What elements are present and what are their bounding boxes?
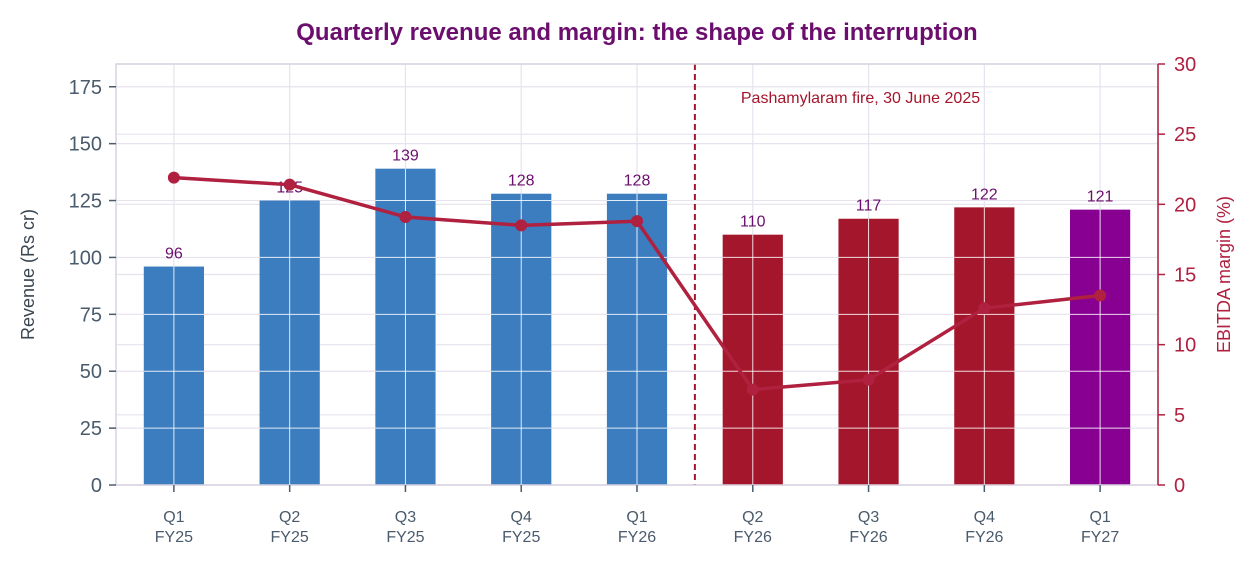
left-tick-label: 100 (69, 247, 102, 269)
x-tick-label-year: FY26 (618, 529, 656, 546)
event-label: Pashamylaram fire, 30 June 2025 (741, 90, 980, 107)
margin-point (399, 210, 412, 223)
ebitda-margin-line (167, 171, 1107, 396)
revenue-bars (143, 168, 1131, 486)
x-tick-label-year: FY25 (271, 529, 309, 546)
left-axis-label: Revenue (Rs cr) (18, 209, 38, 340)
bar-value-label: 96 (165, 246, 183, 263)
right-tick-label: 0 (1174, 475, 1185, 497)
bar-value-label: 110 (740, 214, 766, 231)
x-tick-label-year: FY26 (965, 529, 1003, 546)
x-tick-label-quarter: Q1 (1089, 509, 1110, 526)
bar-value-label: 128 (624, 173, 651, 190)
x-tick-label-quarter: Q2 (742, 509, 763, 526)
x-tick-label-year: FY25 (386, 529, 424, 546)
x-tick-label-quarter: Q3 (395, 509, 416, 526)
margin-point (746, 383, 759, 396)
right-tick-label: 25 (1174, 124, 1196, 146)
x-tick-label-quarter: Q2 (279, 509, 300, 526)
left-axis: 0 25 50 75 100 125 150 175 (69, 77, 116, 497)
x-axis: Q1 FY25 Q2 FY25 Q3 FY25 Q4 FY25 Q1 FY26 Q2 FY26 Q3 FY… (155, 485, 1119, 546)
bar-value-label: 122 (971, 186, 998, 203)
left-tick-label: 75 (80, 304, 102, 326)
bar-value-label: 128 (508, 173, 535, 190)
left-tick-label: 0 (91, 475, 102, 497)
margin-point (167, 171, 180, 184)
x-tick-label-year: FY25 (155, 529, 193, 546)
right-tick-label: 10 (1174, 335, 1196, 357)
x-tick-label-year: FY27 (1081, 529, 1119, 546)
x-tick-label-year: FY25 (502, 529, 540, 546)
left-tick-label: 50 (80, 361, 102, 383)
right-axis: 0 5 10 15 20 25 30 (1157, 54, 1196, 497)
x-tick-label-quarter: Q1 (163, 509, 184, 526)
bar-value-label: 121 (1087, 189, 1114, 206)
bar-value-label: 139 (392, 148, 419, 165)
margin-point (978, 302, 991, 315)
x-tick-label-year: FY26 (849, 529, 887, 546)
event-marker: Pashamylaram fire, 30 June 2025 (693, 64, 980, 485)
margin-point (283, 178, 296, 191)
right-tick-label: 5 (1174, 405, 1185, 427)
left-tick-label: 150 (69, 134, 102, 156)
x-tick-label-quarter: Q4 (974, 509, 995, 526)
left-tick-label: 175 (69, 77, 102, 99)
left-tick-label: 25 (80, 418, 102, 440)
margin-point (631, 215, 643, 228)
right-tick-label: 30 (1174, 54, 1196, 76)
bar-value-label: 117 (856, 198, 882, 215)
right-tick-label: 20 (1174, 194, 1196, 216)
chart-title: Quarterly revenue and margin: the shape … (296, 19, 977, 46)
x-tick-label-quarter: Q1 (626, 509, 647, 526)
margin-point (862, 373, 875, 386)
margin-point (515, 219, 528, 232)
left-tick-label: 125 (69, 191, 102, 213)
x-tick-label-year: FY26 (734, 529, 772, 546)
right-axis-label: EBITDA margin (%) (1214, 196, 1234, 353)
margin-point (1094, 289, 1107, 302)
x-tick-label-quarter: Q4 (511, 509, 532, 526)
bar-value-labels: 96125139128128110117122121 (165, 148, 1114, 263)
right-tick-label: 15 (1174, 265, 1196, 287)
x-tick-label-quarter: Q3 (858, 509, 879, 526)
